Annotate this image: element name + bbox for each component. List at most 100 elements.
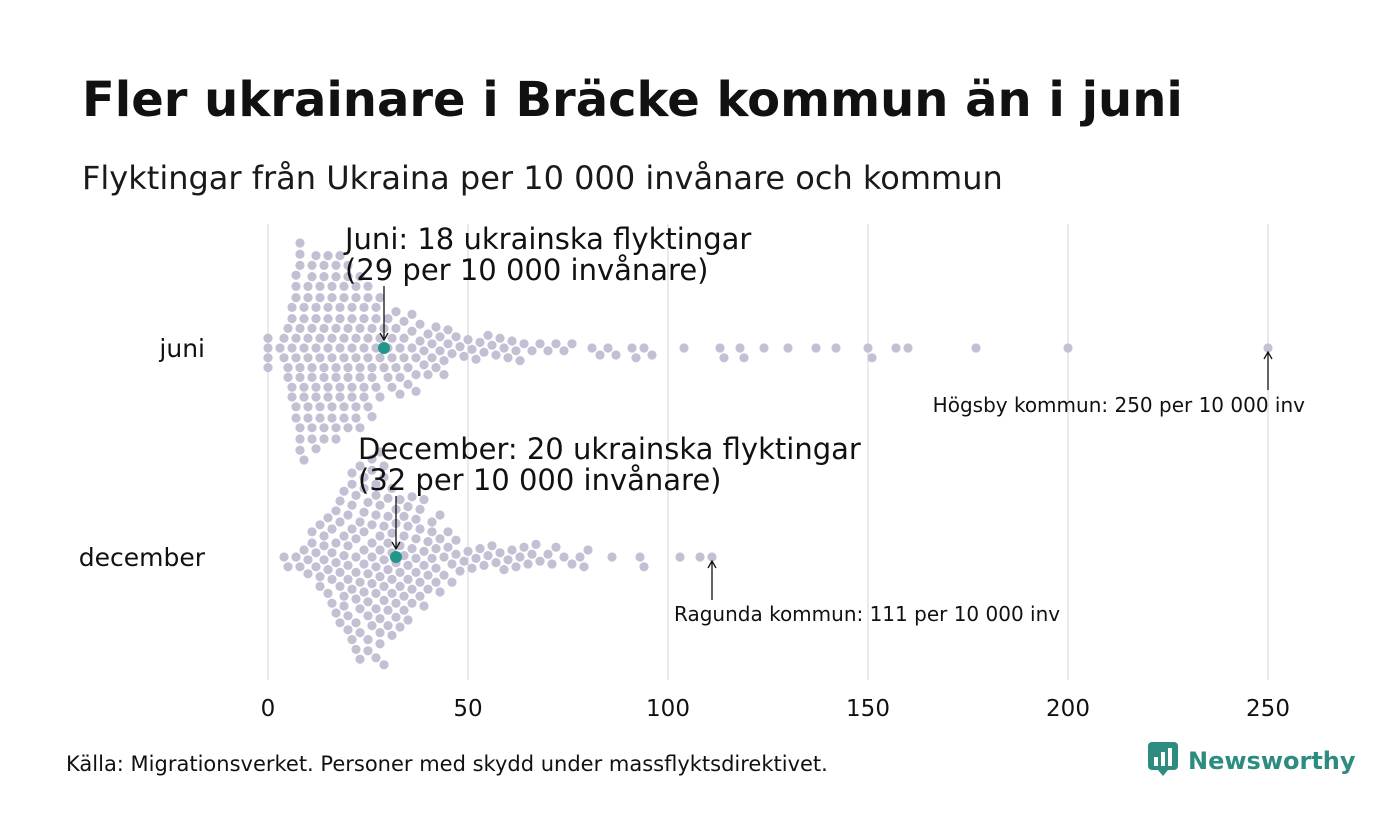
december-data-point	[355, 654, 365, 664]
juni-data-point	[519, 339, 529, 349]
juni-data-point	[339, 413, 349, 423]
juni-data-point	[303, 333, 313, 343]
juni-data-point	[283, 363, 293, 373]
x-tick-label: 50	[453, 696, 482, 722]
juni-data-point	[351, 293, 361, 303]
december-data-point	[343, 541, 353, 551]
december-data-point	[383, 511, 393, 521]
december-data-point	[367, 621, 377, 631]
juni-data-point	[263, 343, 273, 353]
juni-data-point	[355, 372, 365, 382]
december-data-point	[607, 552, 617, 562]
december-data-point	[575, 552, 585, 562]
juni-data-point	[423, 370, 433, 380]
december-data-point	[367, 579, 377, 589]
december-data-point	[283, 562, 293, 572]
juni-data-point	[499, 343, 509, 353]
december-data-point	[363, 635, 373, 645]
december-data-point	[343, 560, 353, 571]
juni-data-point	[363, 281, 373, 291]
juni-data-point	[307, 372, 317, 382]
december-data-point	[399, 605, 409, 615]
december-data-point	[639, 562, 649, 572]
juni-data-point	[371, 302, 381, 312]
december-data-point	[579, 562, 589, 572]
juni-data-point	[679, 343, 689, 353]
juni-data-point	[367, 372, 377, 382]
juni-data-point	[283, 372, 293, 382]
juni-data-point	[331, 260, 341, 270]
december-data-point	[335, 567, 345, 578]
juni-data-point	[463, 335, 473, 345]
grid-lines	[267, 224, 1269, 680]
juni-data-point	[311, 392, 321, 402]
juni-data-point	[1063, 343, 1073, 353]
newsworthy-logo[interactable]: Newsworthy	[1148, 742, 1356, 780]
december-data-point	[519, 542, 529, 552]
newsworthy-logo-text: Newsworthy	[1188, 747, 1356, 775]
december-data-point	[435, 534, 445, 544]
annotation-juni-max-line: Högsby kommun: 250 per 10 000 inv	[933, 393, 1305, 417]
juni-data-point	[335, 392, 345, 402]
juni-data-point	[327, 413, 337, 423]
juni-data-point	[331, 434, 341, 444]
juni-data-point	[319, 323, 329, 333]
december-data-point	[379, 472, 389, 482]
juni-data-point	[495, 333, 505, 343]
december-data-point	[567, 559, 577, 569]
december-data-point	[415, 577, 425, 587]
december-data-point	[559, 552, 569, 562]
december-data-point	[395, 541, 405, 551]
juni-data-point	[311, 444, 321, 454]
december-data-point	[323, 513, 333, 523]
december-data-point	[383, 605, 393, 615]
december-data-point	[351, 644, 361, 655]
juni-data-point	[611, 350, 621, 360]
juni-data-point	[435, 346, 445, 356]
juni-data-point	[307, 423, 317, 433]
december-data-point	[403, 560, 413, 571]
juni-data-point	[435, 332, 445, 342]
december-data-point	[279, 552, 289, 562]
juni-data-point	[347, 382, 357, 392]
juni-data-point	[291, 402, 301, 412]
juni-data-point	[311, 382, 321, 392]
december-data-point	[511, 562, 521, 572]
december-data-point	[363, 611, 373, 621]
juni-data-point	[323, 343, 333, 353]
juni-data-point	[343, 363, 353, 373]
december-data-point	[435, 510, 445, 520]
juni-data-point	[427, 339, 437, 349]
december-data-point	[411, 553, 421, 564]
juni-data-point	[307, 272, 317, 282]
december-data-point	[403, 574, 413, 585]
december-data-point	[315, 572, 325, 582]
december-data-point	[427, 517, 437, 527]
juni-data-point	[347, 302, 357, 312]
december-data-point	[363, 497, 373, 507]
juni-data-point	[291, 353, 301, 363]
juni-data-point	[315, 281, 325, 291]
december-data-point	[423, 584, 433, 594]
december-data-point	[315, 581, 325, 592]
juni-data-point	[491, 350, 501, 360]
juni-data-point	[307, 323, 317, 333]
juni-data-point	[411, 386, 421, 396]
december-data-point	[375, 531, 385, 541]
juni-data-point	[295, 249, 305, 259]
december-data-point	[335, 517, 345, 527]
december-data-point	[383, 621, 393, 631]
december-data-point	[399, 591, 409, 601]
annotation-juni-highlight-line: Juni: 18 ukrainska flyktingar	[343, 222, 751, 256]
december-data-point	[391, 612, 401, 622]
juni-data-point	[359, 343, 369, 353]
december-data-point	[375, 639, 385, 649]
december-data-point	[327, 574, 337, 585]
juni-data-point	[311, 302, 321, 312]
december-data-point	[387, 588, 397, 599]
juni-data-point	[811, 343, 821, 353]
december-data-point	[379, 555, 389, 565]
december-data-point	[351, 618, 361, 628]
juni-data-point	[391, 363, 401, 373]
